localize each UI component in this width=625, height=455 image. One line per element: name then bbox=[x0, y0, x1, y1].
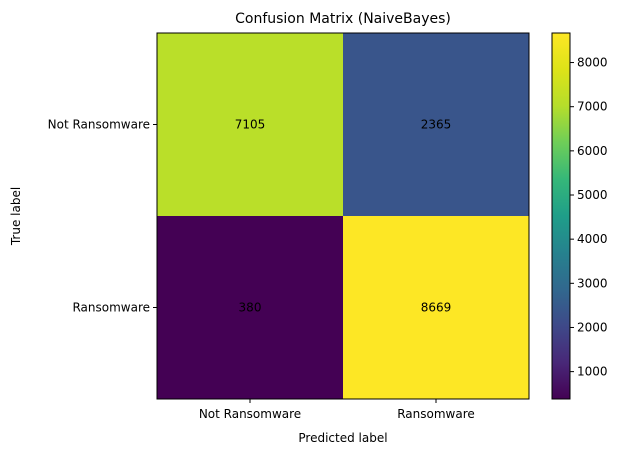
heatmap-cell bbox=[157, 33, 343, 216]
colorbar-tick-label: 7000 bbox=[577, 100, 608, 114]
x-axis-label: Predicted label bbox=[298, 431, 387, 445]
colorbar-gradient bbox=[551, 32, 571, 400]
heatmap-cell bbox=[157, 216, 343, 399]
cell-value-label: 8669 bbox=[421, 301, 452, 315]
colorbar-tick-label: 8000 bbox=[577, 56, 608, 70]
heatmap-cell bbox=[343, 216, 529, 399]
colorbar-tick-label: 6000 bbox=[577, 144, 608, 158]
x-axis-ticks: Not Ransomware Ransomware bbox=[199, 399, 475, 421]
y-axis-ticks: Not Ransomware Ransomware bbox=[48, 118, 157, 315]
cell-value-label: 2365 bbox=[421, 118, 452, 132]
y-tick-label: Not Ransomware bbox=[48, 118, 150, 132]
plot-frame bbox=[156, 32, 530, 400]
x-tick-label: Ransomware bbox=[397, 407, 475, 421]
colorbar-tick-label: 4000 bbox=[577, 232, 608, 246]
cell-value-label: 7105 bbox=[235, 118, 266, 132]
y-axis-label: True label bbox=[9, 187, 23, 246]
colorbar-tick-label: 2000 bbox=[577, 320, 608, 334]
colorbar-tick-label: 3000 bbox=[577, 276, 608, 290]
colorbar-tick-label: 5000 bbox=[577, 188, 608, 202]
y-tick-label: Ransomware bbox=[72, 301, 150, 315]
chart-title: Confusion Matrix (NaiveBayes) bbox=[235, 11, 451, 27]
heatmap-cells: 7105 2365 380 8669 bbox=[157, 33, 529, 399]
cell-value-label: 380 bbox=[239, 301, 262, 315]
colorbar: 1000 2000 3000 4000 5000 6000 7000 8000 bbox=[551, 32, 608, 400]
heatmap-cell bbox=[343, 33, 529, 216]
x-tick-label: Not Ransomware bbox=[199, 407, 301, 421]
colorbar-tick-label: 1000 bbox=[577, 365, 608, 379]
